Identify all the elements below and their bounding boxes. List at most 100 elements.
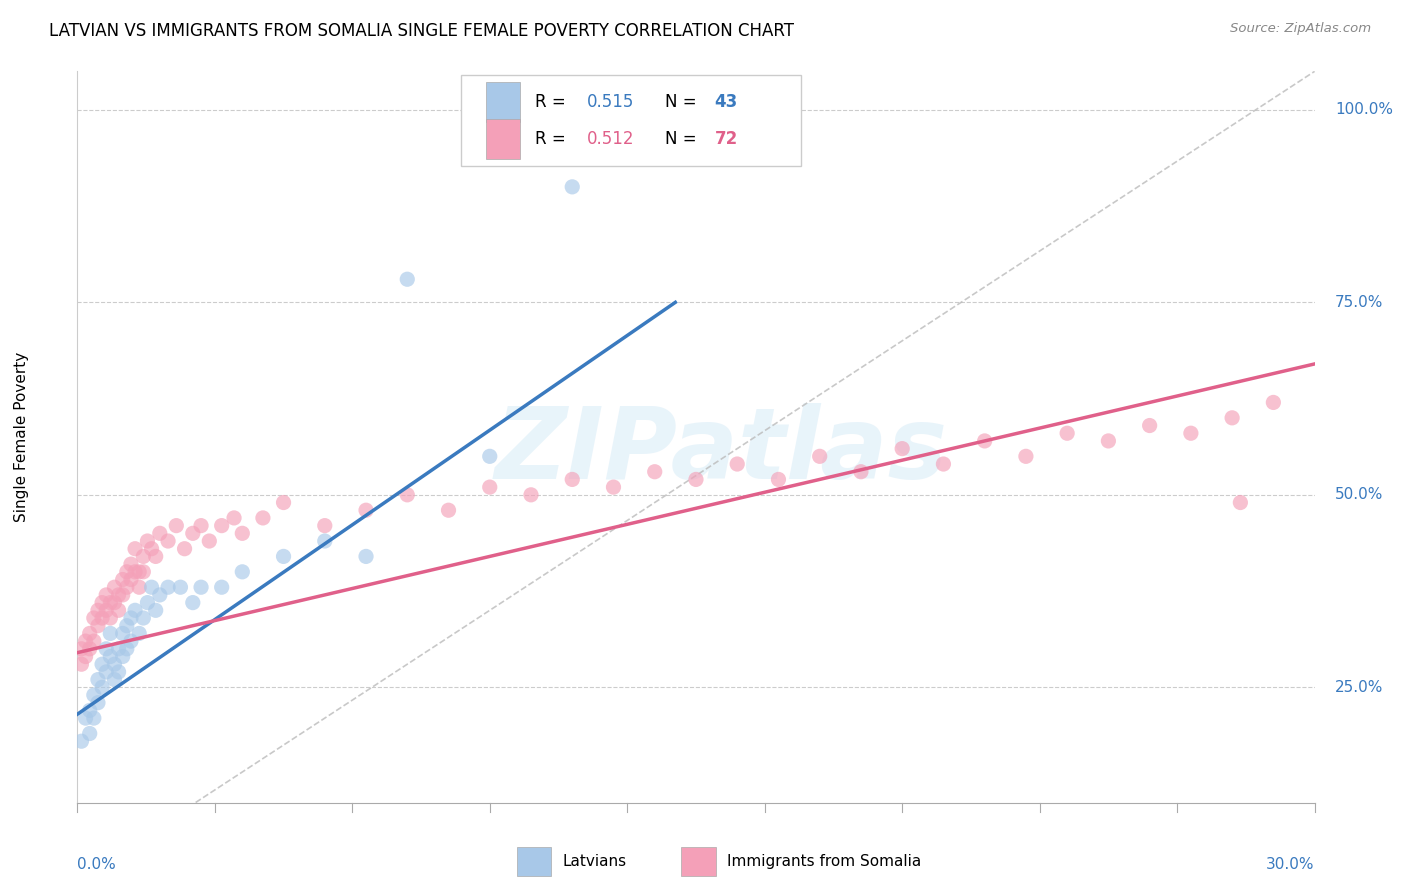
Point [83,688,105,702]
Point [849,465,872,479]
Point [1229,495,1251,509]
Point [111,649,134,664]
Point [124,541,146,556]
Point [91,681,114,695]
Point [128,580,150,594]
Point [231,526,253,541]
Point [96,641,118,656]
Text: Latvians: Latvians [562,854,627,869]
Text: R =: R = [536,94,571,112]
Point [120,611,142,625]
Point [79,726,101,740]
Point [75,649,97,664]
Point [87,603,110,617]
Point [141,541,163,556]
Point [91,611,114,625]
Point [83,711,105,725]
Point [136,596,159,610]
Point [354,549,377,564]
Point [75,634,97,648]
Point [96,603,118,617]
Point [98,611,121,625]
Point [808,450,831,464]
Point [190,580,212,594]
Point [478,450,501,464]
Point [520,488,543,502]
Point [1263,395,1285,409]
Point [165,518,187,533]
Point [111,573,134,587]
Point [83,634,105,648]
Point [561,179,583,194]
Point [181,596,204,610]
Point [1139,418,1161,433]
Point [1056,426,1078,441]
Point [478,480,501,494]
Point [91,657,114,672]
Point [561,472,583,486]
Point [87,618,110,632]
Text: 25.0%: 25.0% [1336,680,1384,695]
Point [132,565,155,579]
Point [149,588,172,602]
Point [181,526,204,541]
Point [157,580,180,594]
Bar [485,120,520,160]
Point [169,580,191,594]
Text: 72: 72 [714,130,738,148]
Point [602,480,624,494]
Point [685,472,707,486]
Point [120,573,142,587]
Text: 100.0%: 100.0% [1336,103,1393,118]
Point [273,549,295,564]
Point [231,565,253,579]
Point [145,549,167,564]
Point [107,641,129,656]
Point [190,518,212,533]
Point [314,518,336,533]
Point [396,272,419,286]
Point [83,611,105,625]
Point [79,626,101,640]
Point [932,457,955,471]
Bar [485,82,520,122]
Point [103,657,125,672]
Point [75,711,97,725]
Text: 43: 43 [714,94,738,112]
Point [107,588,129,602]
Point [198,534,221,549]
Point [115,641,138,656]
Point [70,657,93,672]
Point [124,603,146,617]
Point [111,626,134,640]
Point [768,472,790,486]
Point [725,457,748,471]
Text: 0.512: 0.512 [588,130,634,148]
Point [157,534,180,549]
Point [136,534,159,549]
Point [973,434,995,448]
Point [79,641,101,656]
Point [111,588,134,602]
Point [211,518,233,533]
FancyBboxPatch shape [461,75,801,167]
Text: Single Female Poverty: Single Female Poverty [14,352,30,522]
Point [132,549,155,564]
Text: Source: ZipAtlas.com: Source: ZipAtlas.com [1230,22,1371,36]
Point [98,649,121,664]
Point [141,580,163,594]
Point [273,495,295,509]
Point [103,580,125,594]
Text: 75.0%: 75.0% [1336,295,1384,310]
Point [128,565,150,579]
Point [107,603,129,617]
Point [437,503,460,517]
Point [1015,450,1038,464]
Point [314,534,336,549]
Point [252,511,274,525]
Text: Immigrants from Somalia: Immigrants from Somalia [727,854,921,869]
Point [103,596,125,610]
Point [115,618,138,632]
Point [98,596,121,610]
Point [211,580,233,594]
